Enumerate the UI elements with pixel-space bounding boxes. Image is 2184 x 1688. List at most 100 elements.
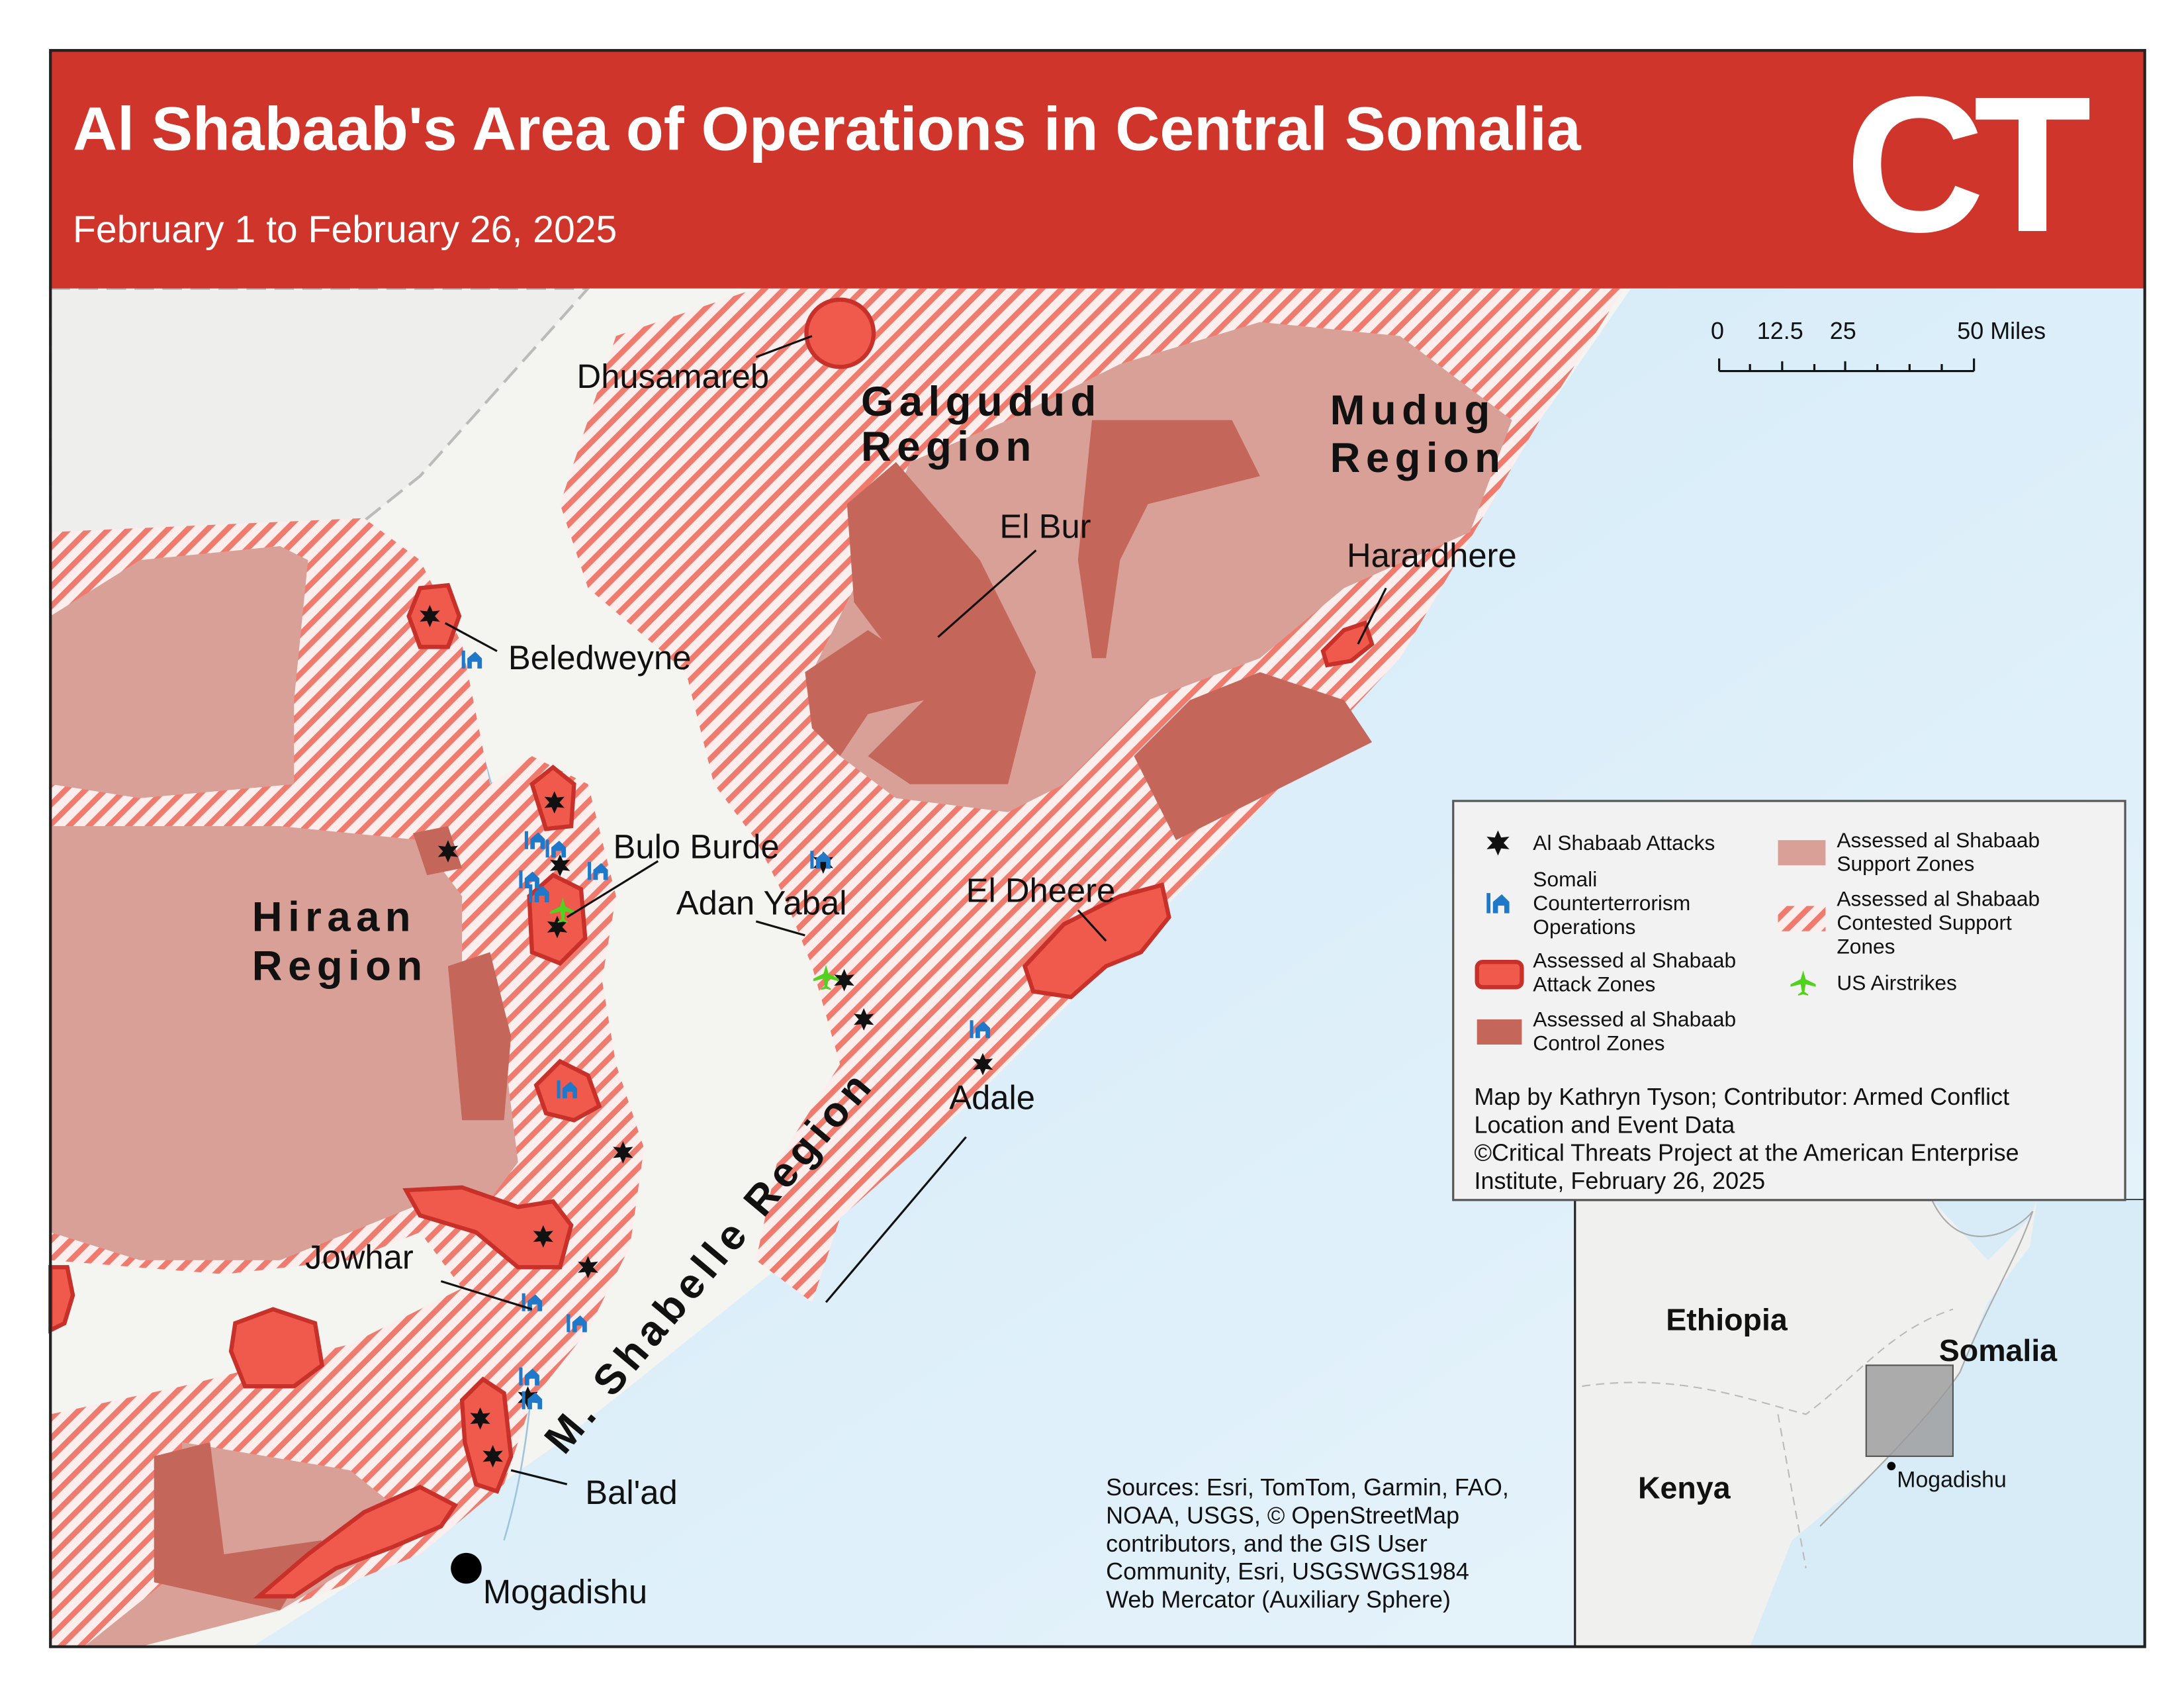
source-line: contributors, and the GIS User bbox=[1106, 1530, 1428, 1557]
legend-label: Assessed al Shabaab Control Zones bbox=[1533, 1008, 1736, 1055]
attack-zones-item bbox=[459, 1376, 514, 1494]
legend: Al Shabaab Attacks Somali Counterterroris… bbox=[1452, 800, 2126, 1201]
place-label: Beledweyne bbox=[508, 639, 692, 677]
place-label: Dhusamareb bbox=[577, 357, 770, 395]
inset-map-item bbox=[1887, 1462, 1896, 1471]
legend-line: Assessed al Shabaab bbox=[1533, 1008, 1736, 1031]
legend-line: Attack Zones bbox=[1533, 972, 1655, 996]
legend-label: Assessed al Shabaab Support Zones bbox=[1837, 828, 2040, 876]
leader-lines-item bbox=[825, 1136, 967, 1303]
leader-lines bbox=[440, 335, 1387, 1485]
sources: Sources: Esri, TomTom, Garmin, FAO, NOAA… bbox=[1106, 1474, 1509, 1613]
region-label-line: Region bbox=[252, 943, 428, 990]
legend-label: Al Shabaab Attacks bbox=[1533, 831, 1715, 855]
leader-lines-item bbox=[937, 549, 1037, 638]
attack-zones-item bbox=[402, 1185, 574, 1270]
attack-zones-item bbox=[1320, 620, 1375, 668]
inset-map-item bbox=[1865, 1364, 1954, 1457]
support-zones-item bbox=[83, 1442, 420, 1647]
scale-label: 12.5 bbox=[1757, 317, 1803, 344]
region-label-line: Region bbox=[1330, 435, 1506, 481]
control-zones bbox=[154, 420, 1373, 1611]
leader-lines-item bbox=[1357, 587, 1387, 645]
inset-label: Somalia bbox=[1939, 1333, 2058, 1368]
attack-zones-item bbox=[253, 1484, 459, 1599]
credit-line: Location and Event Data bbox=[1474, 1111, 1735, 1138]
leader-lines-item bbox=[510, 1469, 568, 1485]
place-label: Adan Yabal bbox=[676, 884, 847, 921]
source-line: NOAA, USGS, © OpenStreetMap bbox=[1106, 1501, 1459, 1528]
inset-map: Ethiopia Somalia Kenya Mogadishu bbox=[1574, 1199, 2146, 1648]
legend-line: Assessed al Shabaab bbox=[1533, 949, 1736, 972]
place-label: Adale bbox=[949, 1078, 1035, 1116]
logo: CT bbox=[1845, 56, 2091, 272]
inset-label: Ethiopia bbox=[1666, 1303, 1788, 1337]
support-zones-item bbox=[50, 545, 308, 798]
legend-item bbox=[1778, 906, 1826, 931]
frame bbox=[49, 49, 2146, 1648]
legend-label: Assessed al Shabaab Attack Zones bbox=[1533, 949, 1736, 996]
region-label: Hiraan Region bbox=[252, 894, 428, 990]
region-label: Mudug Region bbox=[1330, 387, 1506, 481]
legend-line: Control Zones bbox=[1533, 1031, 1664, 1055]
legend-line: US Airstrikes bbox=[1837, 971, 1957, 995]
capital-dot bbox=[451, 1552, 482, 1584]
legend-line: Contested Support bbox=[1837, 911, 2012, 935]
attack-zones-item bbox=[1022, 882, 1171, 1000]
legend-label: Assessed al Shabaab Contested Support Zone… bbox=[1837, 887, 2040, 959]
attack-zones bbox=[48, 297, 1375, 1599]
leader-lines-item bbox=[1077, 909, 1107, 942]
legend-line: Somali bbox=[1533, 867, 1597, 891]
legend-item bbox=[1778, 840, 1826, 866]
place-label: Bulo Burde bbox=[614, 828, 780, 866]
inset-map-item bbox=[1582, 1308, 1954, 1569]
scale-bar-item bbox=[1718, 358, 1976, 373]
legend-line: Support Zones bbox=[1837, 852, 1974, 876]
legend-item bbox=[1452, 800, 2126, 1201]
header-item bbox=[50, 50, 2145, 289]
legend-line: Zones bbox=[1837, 935, 1895, 959]
leader-lines-item bbox=[755, 920, 805, 937]
region-label-line: Mudug bbox=[1330, 387, 1496, 434]
scale-label: 50 Miles bbox=[1957, 317, 2046, 344]
place-label: Bal'ad bbox=[585, 1474, 678, 1511]
inset-label: Mogadishu bbox=[1897, 1467, 2007, 1492]
attack-zones-item bbox=[228, 1307, 325, 1389]
legend-line: Assessed al Shabaab bbox=[1837, 828, 2040, 852]
inset-label: Kenya bbox=[1638, 1470, 1731, 1505]
subtitle: February 1 to February 26, 2025 bbox=[73, 209, 617, 251]
place-label: Harardhere bbox=[1347, 537, 1517, 575]
control-zones-item bbox=[154, 1442, 322, 1611]
credit-line: Map by Kathryn Tyson; Contributor: Armed… bbox=[1474, 1083, 2009, 1110]
leader-lines-item bbox=[566, 860, 659, 918]
region-label-line: Region bbox=[861, 424, 1037, 470]
place-labels: Dhusamareb El Bur Harardhere Beledweyne … bbox=[305, 357, 1516, 1611]
control-zones-item bbox=[1077, 420, 1260, 659]
scale-label: 25 bbox=[1830, 317, 1856, 344]
legend-item bbox=[1477, 1019, 1522, 1045]
scale-bar bbox=[1718, 358, 1976, 373]
control-zones-item bbox=[447, 952, 512, 1121]
title: Al Shabaab's Area of Operations in Centr… bbox=[73, 94, 1582, 163]
place-label: El Dheere bbox=[966, 871, 1116, 909]
leader-lines-item bbox=[444, 622, 498, 653]
credit-line: Institute, February 26, 2025 bbox=[1474, 1167, 1765, 1194]
legend-item bbox=[1475, 960, 1524, 990]
control-zones-item bbox=[805, 630, 925, 757]
leader-lines-item bbox=[755, 335, 813, 358]
header: Al Shabaab's Area of Operations in Centr… bbox=[50, 50, 2145, 289]
place-label: Mogadishu bbox=[483, 1573, 647, 1611]
support-zones-item bbox=[50, 826, 518, 1260]
legend-label: Somali Counterterrorism Operations bbox=[1533, 867, 1690, 939]
region-label-line: Galgudud bbox=[861, 379, 1102, 425]
legend-line: Operations bbox=[1533, 915, 1635, 939]
place-label: El Bur bbox=[999, 507, 1091, 545]
control-zones-item bbox=[846, 462, 1036, 784]
legend-label: US Airstrikes bbox=[1837, 971, 1957, 995]
source-line: Web Mercator (Auxiliary Sphere) bbox=[1106, 1585, 1451, 1613]
legend-line: Al Shabaab Attacks bbox=[1533, 831, 1715, 855]
leader-lines-item bbox=[440, 1280, 533, 1311]
source-line: Sources: Esri, TomTom, Garmin, FAO, bbox=[1106, 1474, 1509, 1501]
region-label: Galgudud Region bbox=[861, 379, 1102, 470]
